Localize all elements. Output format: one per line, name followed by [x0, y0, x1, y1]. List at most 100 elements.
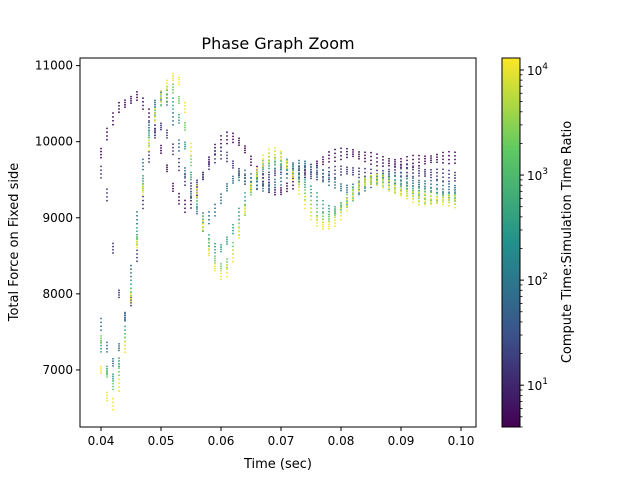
- data-point: [340, 187, 342, 190]
- data-point: [190, 142, 192, 145]
- data-point: [118, 382, 120, 385]
- data-point: [178, 161, 180, 164]
- data-point: [430, 161, 432, 164]
- data-point: [100, 173, 102, 175]
- data-point: [268, 167, 270, 170]
- data-point: [322, 163, 324, 166]
- data-point: [232, 162, 234, 165]
- data-point: [118, 289, 120, 292]
- data-point: [118, 370, 120, 373]
- x-tick-label: 0.09: [388, 434, 415, 448]
- data-point: [142, 158, 144, 161]
- data-point: [364, 189, 366, 192]
- data-point: [202, 176, 204, 179]
- data-point: [262, 190, 264, 192]
- data-point: [106, 367, 108, 370]
- data-point: [154, 134, 156, 137]
- data-point: [166, 168, 168, 171]
- data-point: [232, 260, 234, 263]
- data-point: [406, 159, 408, 162]
- data-point: [268, 164, 270, 167]
- data-point: [436, 168, 438, 171]
- data-point: [148, 136, 150, 139]
- data-point: [268, 173, 270, 176]
- data-point: [388, 184, 390, 187]
- data-point: [136, 242, 138, 245]
- data-point: [226, 142, 228, 145]
- data-point: [322, 156, 324, 158]
- data-point: [448, 169, 450, 172]
- data-point: [136, 244, 138, 247]
- data-point: [208, 218, 210, 221]
- data-point: [166, 87, 168, 90]
- data-point: [214, 242, 216, 245]
- data-point: [424, 180, 426, 183]
- data-point: [442, 190, 444, 193]
- data-point: [178, 192, 180, 195]
- data-point: [184, 211, 186, 214]
- data-point: [244, 214, 246, 217]
- data-point: [124, 336, 126, 339]
- data-point: [310, 203, 312, 206]
- data-point: [346, 205, 348, 208]
- data-point: [244, 169, 246, 172]
- data-point: [352, 171, 354, 174]
- data-point: [118, 378, 120, 381]
- data-point: [370, 186, 372, 189]
- data-point: [142, 168, 144, 171]
- data-point: [454, 206, 456, 209]
- data-point: [382, 169, 384, 172]
- data-point: [226, 266, 228, 269]
- data-point: [124, 351, 126, 354]
- data-point: [178, 122, 180, 124]
- data-point: [118, 101, 120, 104]
- colorbar-label: Compute Time:Simulation Time Ratio: [560, 121, 575, 363]
- data-point: [244, 208, 246, 210]
- data-point: [106, 371, 108, 374]
- data-point: [388, 168, 390, 171]
- data-point: [328, 178, 330, 181]
- data-point: [136, 235, 138, 238]
- data-point: [454, 186, 456, 189]
- data-point: [142, 194, 144, 196]
- data-point: [118, 365, 120, 368]
- data-point: [454, 197, 456, 199]
- data-point: [364, 186, 366, 188]
- data-point: [382, 185, 384, 187]
- data-point: [208, 158, 210, 161]
- data-point: [112, 405, 114, 407]
- data-point: [208, 252, 210, 255]
- data-point: [376, 157, 378, 159]
- data-point: [220, 272, 222, 275]
- data-point: [232, 177, 234, 180]
- data-point: [388, 157, 390, 160]
- data-point: [112, 377, 114, 380]
- data-point: [280, 158, 282, 161]
- data-point: [448, 201, 450, 204]
- data-point: [400, 183, 402, 186]
- data-point: [430, 187, 432, 190]
- data-point: [274, 174, 276, 177]
- data-point: [208, 241, 210, 244]
- data-point: [256, 172, 258, 175]
- data-point: [172, 115, 174, 118]
- data-point: [142, 108, 144, 111]
- data-point: [418, 191, 420, 194]
- data-point: [136, 226, 138, 229]
- data-point: [226, 187, 228, 190]
- data-point: [100, 370, 102, 372]
- data-point: [184, 167, 186, 169]
- data-point: [322, 221, 324, 223]
- data-point: [256, 184, 258, 187]
- data-point: [154, 114, 156, 116]
- data-point: [166, 164, 168, 167]
- data-point: [100, 347, 102, 350]
- data-point: [148, 132, 150, 134]
- data-point: [406, 197, 408, 200]
- data-point: [328, 210, 330, 213]
- data-point: [388, 170, 390, 173]
- data-point: [214, 146, 216, 149]
- data-point: [142, 97, 144, 100]
- data-point: [322, 223, 324, 226]
